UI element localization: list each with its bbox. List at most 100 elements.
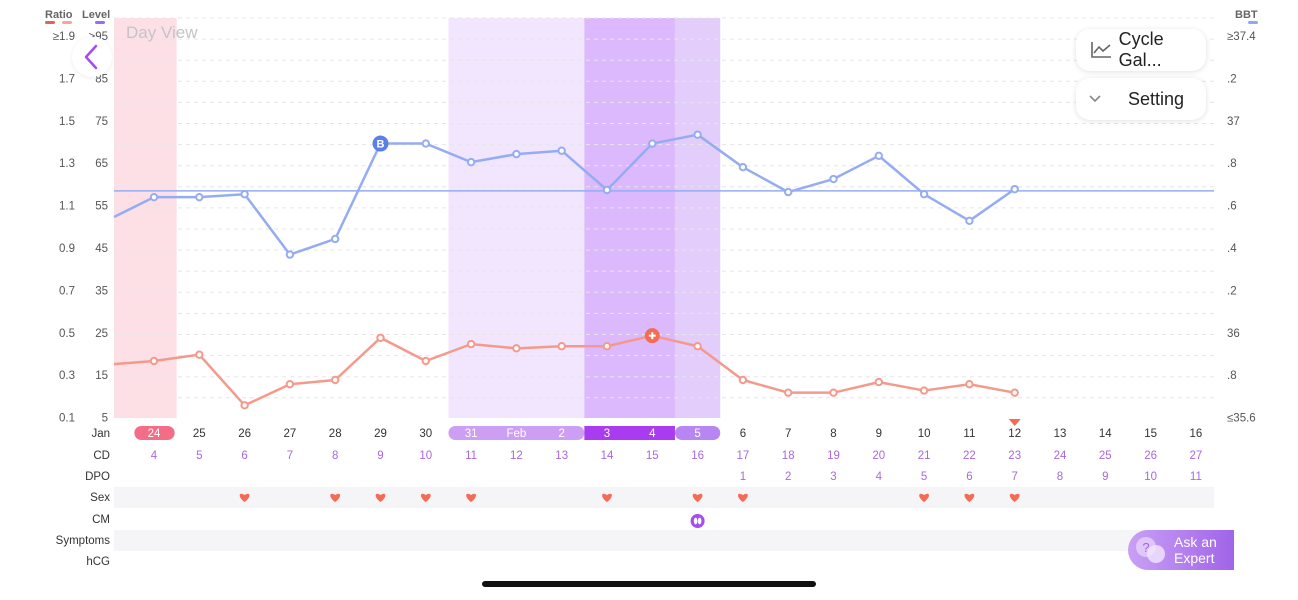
level-axis-label: Level bbox=[82, 9, 110, 21]
bbt-point bbox=[466, 157, 476, 167]
bbt-point bbox=[331, 234, 340, 244]
today-marker bbox=[1008, 419, 1021, 426]
dpo-label: 6 bbox=[966, 471, 972, 483]
date-label: 5 bbox=[694, 428, 700, 440]
lh-ratio-point bbox=[557, 342, 566, 351]
lh-ratio-point bbox=[965, 380, 974, 389]
cd-label: 24 bbox=[1054, 450, 1067, 462]
dpo-label: 7 bbox=[1011, 471, 1017, 483]
date-label: 30 bbox=[419, 428, 432, 440]
bbt-tick: 37 bbox=[1227, 116, 1240, 128]
back-button[interactable] bbox=[72, 37, 112, 77]
bbt-point bbox=[602, 185, 612, 195]
ratio-tick: 0.3 bbox=[59, 370, 75, 382]
bbt-badge-point bbox=[372, 135, 389, 152]
cd-label: 15 bbox=[646, 450, 659, 462]
heart-icon bbox=[964, 493, 975, 502]
ratio-swatch-light bbox=[62, 21, 72, 24]
bbt-point bbox=[874, 151, 883, 161]
date-label: 11 bbox=[963, 428, 975, 440]
ratio-tick: 0.1 bbox=[59, 413, 75, 425]
cd-label: 23 bbox=[1008, 450, 1021, 462]
date-label: Feb bbox=[506, 428, 526, 440]
dpo-label: 5 bbox=[921, 471, 927, 483]
dpo-label: 2 bbox=[785, 471, 791, 483]
cd-label: 12 bbox=[510, 450, 523, 462]
ask-expert-line2: Expert bbox=[1174, 550, 1215, 566]
level-tick: 25 bbox=[95, 328, 108, 340]
level-tick: 45 bbox=[95, 243, 108, 255]
bbt-swatch bbox=[1248, 21, 1258, 24]
cd-label: 8 bbox=[332, 450, 338, 462]
lh-ratio-point bbox=[602, 342, 612, 351]
lh-ratio-point bbox=[512, 344, 521, 353]
cd-label: 6 bbox=[241, 450, 247, 462]
bbt-point bbox=[421, 139, 430, 148]
dpo-label: 3 bbox=[830, 471, 836, 483]
cd-label: 26 bbox=[1144, 450, 1157, 462]
bbt-point bbox=[240, 190, 249, 199]
setting-label: Setting bbox=[1128, 88, 1185, 109]
cm-icon-drop-right bbox=[697, 517, 702, 525]
heart-icon bbox=[420, 493, 431, 502]
date-label: 9 bbox=[876, 428, 882, 440]
cd-label: 5 bbox=[196, 450, 202, 462]
level-tick: 15 bbox=[95, 370, 108, 382]
bbt-point bbox=[648, 139, 657, 148]
date-label: 28 bbox=[329, 428, 342, 440]
lh-ratio-point bbox=[738, 375, 748, 385]
bbt-point bbox=[512, 149, 521, 159]
cd-label: 10 bbox=[419, 450, 432, 462]
bbt-point bbox=[965, 216, 974, 226]
period-band bbox=[114, 18, 177, 418]
heart-icon bbox=[375, 493, 386, 502]
date-label: 29 bbox=[374, 428, 387, 440]
cycle-gallery-button[interactable]: Cycle Gal... bbox=[1076, 29, 1206, 71]
bbt-point bbox=[738, 163, 748, 172]
heart-icon bbox=[602, 493, 612, 502]
lh-ratio-point bbox=[829, 388, 838, 397]
level-tick: 75 bbox=[95, 116, 108, 128]
bbt-point bbox=[693, 130, 702, 139]
heart-icon bbox=[1009, 493, 1020, 502]
heart-icon bbox=[239, 493, 250, 502]
setting-button[interactable]: Setting bbox=[1076, 78, 1206, 120]
cd-label: 16 bbox=[691, 450, 704, 462]
bbt-point bbox=[1010, 184, 1019, 194]
level-tick: 85 bbox=[95, 73, 108, 85]
date-label: 4 bbox=[649, 428, 656, 440]
chevron-left-icon bbox=[84, 44, 98, 70]
lh-ratio-point bbox=[784, 388, 793, 397]
line-chart-icon bbox=[1091, 42, 1111, 58]
cd-label: 25 bbox=[1099, 450, 1112, 462]
bbt-tick: .8 bbox=[1227, 158, 1237, 170]
fertile-band-dark bbox=[584, 18, 675, 418]
bbt-tick: .8 bbox=[1227, 370, 1237, 382]
heart-icon bbox=[919, 493, 929, 502]
home-indicator bbox=[482, 581, 816, 587]
row-shade bbox=[114, 530, 1214, 551]
ask-expert-button[interactable]: ? Ask an Expert bbox=[1128, 530, 1234, 570]
bbt-point bbox=[285, 250, 295, 259]
date-label: 16 bbox=[1190, 428, 1203, 440]
row-shade bbox=[114, 487, 1214, 508]
cd-label: 14 bbox=[601, 450, 614, 462]
date-label: 25 bbox=[193, 428, 206, 440]
cd-label: 20 bbox=[872, 450, 885, 462]
lh-ratio-point bbox=[331, 375, 340, 385]
row-label: CM bbox=[92, 514, 110, 526]
cd-label: 22 bbox=[963, 450, 976, 462]
lh-ratio-point bbox=[1010, 388, 1019, 397]
cd-label: 9 bbox=[377, 450, 383, 462]
date-label: 15 bbox=[1144, 428, 1157, 440]
ratio-axis-label: Ratio bbox=[45, 9, 73, 21]
bbt-tick: .4 bbox=[1227, 243, 1237, 255]
bbt-axis-label: BBT bbox=[1235, 9, 1258, 21]
bbt-point bbox=[919, 190, 929, 199]
lh-ratio-point bbox=[919, 386, 929, 395]
bbt-point bbox=[829, 174, 838, 184]
date-label: 6 bbox=[740, 428, 746, 440]
ratio-tick: 1.1 bbox=[59, 201, 75, 213]
dpo-label: 8 bbox=[1057, 471, 1063, 483]
